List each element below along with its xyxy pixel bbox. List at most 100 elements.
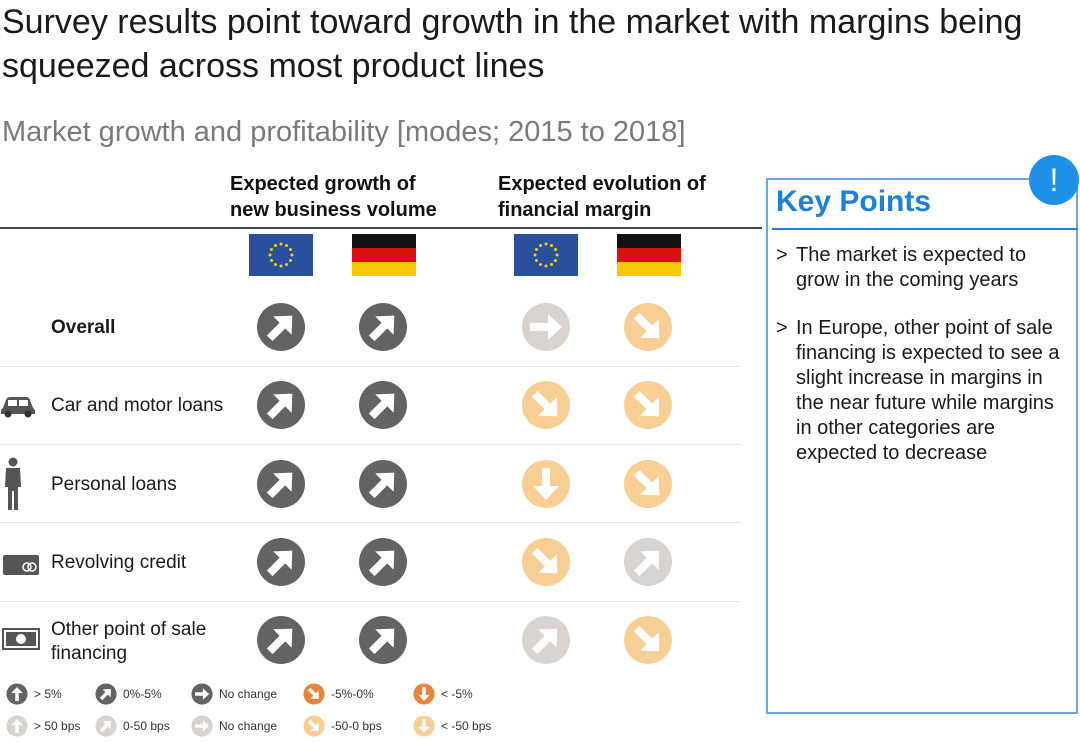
growth-column-header: Expected growth of new business volume — [230, 173, 437, 221]
exclamation-badge-icon: ! — [1029, 155, 1079, 205]
arrow-down-right-icon — [624, 303, 672, 351]
arrow-up-right-icon — [257, 616, 305, 664]
arrow-right-icon — [191, 715, 213, 737]
arrow-down-right-icon — [522, 538, 570, 586]
trend-cell — [256, 302, 306, 352]
legend-icon — [191, 715, 213, 737]
trend-cell — [358, 615, 408, 665]
arrow-up-right-icon — [359, 538, 407, 586]
key-points-divider — [772, 228, 1078, 230]
key-point-2: > In Europe, other point of sale financi… — [776, 317, 1060, 464]
legend-icon — [303, 683, 325, 705]
trend-cell — [521, 380, 571, 430]
trend-cell — [521, 302, 571, 352]
key-points-panel — [766, 178, 1078, 714]
germany-flag-icon — [617, 234, 681, 276]
arrow-down-right-icon — [624, 616, 672, 664]
arrow-down-icon — [522, 460, 570, 508]
trend-cell — [256, 380, 306, 430]
legend-label: < -50 bps — [441, 719, 492, 733]
legend-icon — [413, 715, 435, 737]
key-points-title: Key Points — [776, 185, 932, 218]
legend-label: No change — [219, 719, 278, 733]
arrow-up-right-icon — [95, 683, 117, 705]
trend-cell — [623, 615, 673, 665]
legend-label: 0%-5% — [123, 687, 162, 701]
row-label-revolving-credit: Revolving credit — [51, 552, 187, 573]
legend-label: 0-50 bps — [123, 719, 170, 733]
eu-flag-icon — [249, 234, 313, 276]
trend-cell — [623, 537, 673, 587]
legend-label: > 50 bps — [34, 719, 81, 733]
arrow-up-right-icon — [95, 715, 117, 737]
germany-flag-icon — [352, 234, 416, 276]
legend-icon — [6, 683, 28, 705]
trend-cell — [623, 302, 673, 352]
trend-cell — [358, 302, 408, 352]
header-divider — [0, 227, 762, 229]
arrow-right-icon — [191, 683, 213, 705]
arrow-down-right-icon — [303, 683, 325, 705]
legend-label: -50-0 bps — [331, 719, 382, 733]
eu-flag-icon — [514, 234, 578, 276]
credit-card-icon — [3, 555, 39, 575]
arrow-up-icon — [6, 715, 28, 737]
legend-icon — [191, 683, 213, 705]
legend-label: < -5% — [441, 687, 473, 701]
bullet-marker: > — [776, 244, 788, 266]
legend-label: -5%-0% — [331, 687, 374, 701]
key-point-1: > The market is expected to grow in the … — [776, 244, 1027, 291]
margin-column-header: Expected evolution of financial margin — [498, 173, 706, 221]
arrow-up-right-icon — [522, 616, 570, 664]
legend-icon — [303, 715, 325, 737]
trend-cell — [256, 537, 306, 587]
legend-icon — [6, 715, 28, 737]
row-label-other-pos-financing: Other point of sale financing — [51, 619, 207, 664]
trend-cell — [623, 380, 673, 430]
trend-cell — [521, 459, 571, 509]
legend-label: No change — [219, 687, 278, 701]
page-title: Survey results point toward growth in th… — [2, 3, 1023, 85]
bullet-marker: > — [776, 317, 788, 339]
person-icon — [5, 457, 21, 510]
arrow-up-right-icon — [359, 616, 407, 664]
row-label-personal-loans: Personal loans — [51, 474, 177, 495]
car-icon — [1, 397, 35, 418]
arrow-up-right-icon — [257, 538, 305, 586]
arrow-up-right-icon — [624, 538, 672, 586]
arrow-up-right-icon — [359, 303, 407, 351]
trend-cell — [358, 380, 408, 430]
trend-cell — [623, 459, 673, 509]
arrow-up-icon — [6, 683, 28, 705]
page-subtitle: Market growth and profitability [modes; … — [2, 116, 686, 148]
row-divider — [0, 522, 740, 523]
legend-label: > 5% — [34, 687, 62, 701]
arrow-up-right-icon — [257, 303, 305, 351]
arrow-up-right-icon — [359, 381, 407, 429]
arrow-down-right-icon — [624, 381, 672, 429]
legend-icon — [95, 715, 117, 737]
trend-cell — [256, 459, 306, 509]
row-label-overall: Overall — [51, 317, 116, 338]
arrow-up-right-icon — [257, 460, 305, 508]
row-divider — [0, 444, 740, 445]
arrow-down-right-icon — [522, 381, 570, 429]
arrow-down-icon — [413, 715, 435, 737]
trend-cell — [358, 459, 408, 509]
arrow-up-right-icon — [359, 460, 407, 508]
trend-cell — [521, 615, 571, 665]
trend-cell — [521, 537, 571, 587]
arrow-down-icon — [413, 683, 435, 705]
legend-icon — [413, 683, 435, 705]
arrow-down-right-icon — [624, 460, 672, 508]
row-divider — [0, 366, 740, 367]
arrow-right-icon — [522, 303, 570, 351]
arrow-up-right-icon — [257, 381, 305, 429]
trend-cell — [256, 615, 306, 665]
row-label-car-motor-loans: Car and motor loans — [51, 395, 224, 416]
row-divider — [0, 601, 740, 602]
legend-icon — [95, 683, 117, 705]
banknote-icon — [2, 628, 40, 650]
arrow-down-right-icon — [303, 715, 325, 737]
trend-cell — [358, 537, 408, 587]
